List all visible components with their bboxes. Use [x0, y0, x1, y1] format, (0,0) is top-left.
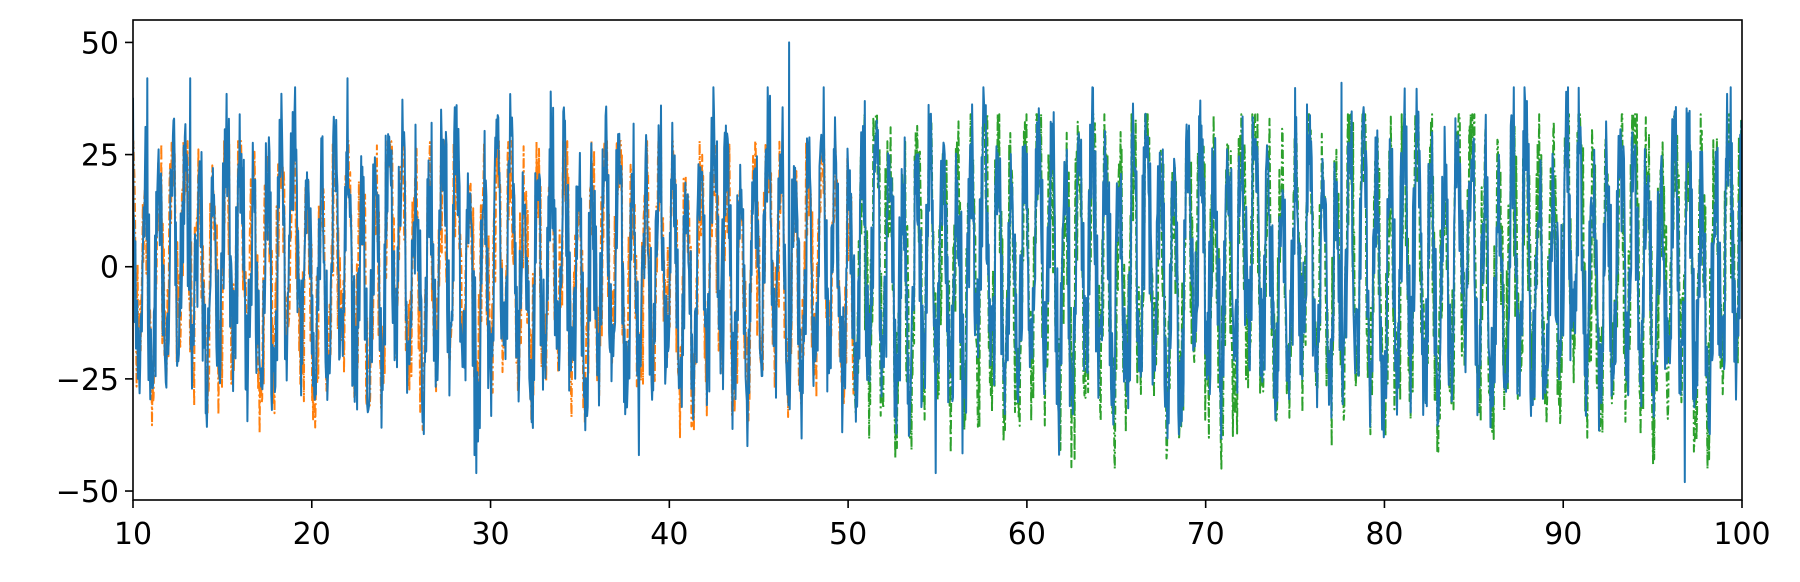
x-tick-label: 10: [114, 517, 152, 552]
x-tick-label: 20: [293, 517, 331, 552]
series-layer: [133, 41, 1742, 484]
x-axis: 10 20 30 40 50 60 70 80 90 100: [114, 500, 1771, 552]
y-tick-label: 25: [81, 139, 119, 174]
x-tick-label: 90: [1544, 517, 1582, 552]
y-tick-label: 50: [81, 26, 119, 61]
x-tick-label: 50: [829, 517, 867, 552]
y-tick-label: −25: [56, 363, 119, 398]
y-tick-label: −50: [56, 475, 119, 510]
series-blue-line: [133, 41, 1742, 484]
x-tick-label: 70: [1187, 517, 1225, 552]
plot-frame: [132, 19, 1743, 501]
x-tick-label: 60: [1008, 517, 1046, 552]
x-tick-label: 80: [1365, 517, 1403, 552]
x-tick-label: 40: [650, 517, 688, 552]
y-tick-label: 0: [100, 251, 119, 286]
x-tick-label: 30: [471, 517, 509, 552]
x-tick-label: 100: [1713, 517, 1770, 552]
y-axis: −50 −25 0 25 50: [56, 26, 133, 510]
